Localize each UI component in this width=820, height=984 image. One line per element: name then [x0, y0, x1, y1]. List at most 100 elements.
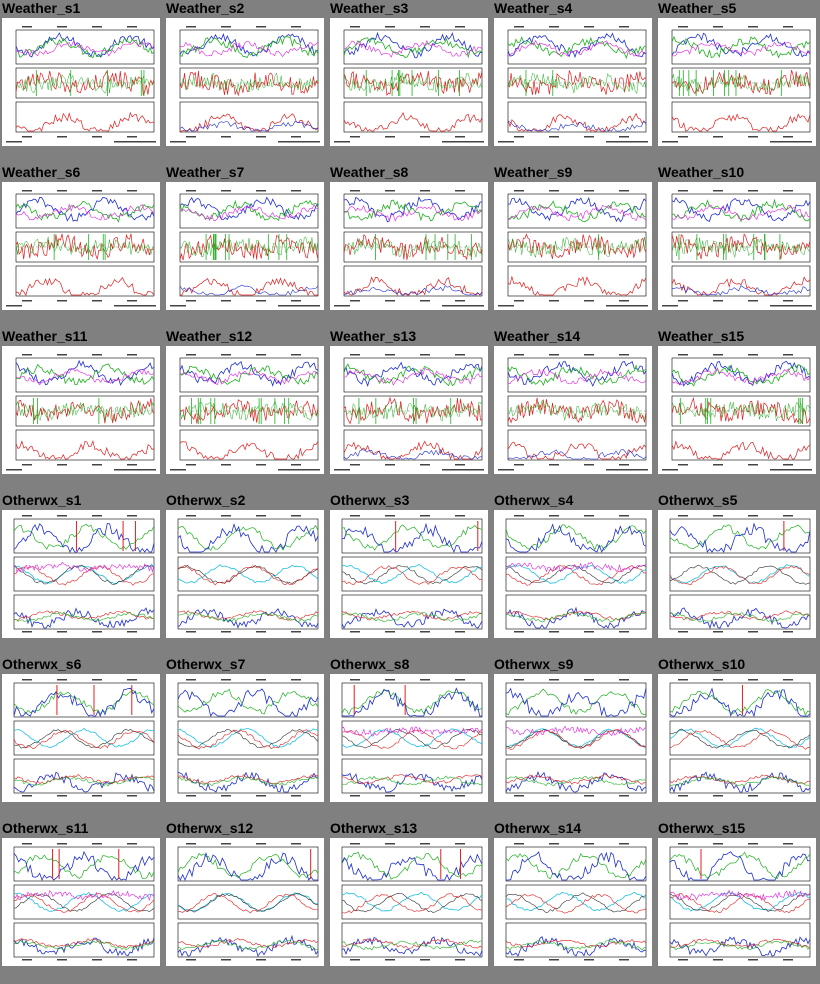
weather-plot-thumbnail[interactable] [658, 182, 816, 310]
weather-thumbnail-cell: Weather_s2 [164, 0, 324, 164]
weather-thumbnail-cell: Weather_s15 [656, 328, 816, 492]
weather-plot-thumbnail[interactable] [494, 346, 652, 474]
otherwx-thumbnail-cell: Otherwx_s9 [492, 656, 652, 820]
weather-plot-icon [170, 26, 320, 143]
otherwx-thumbnail-cell: Otherwx_s12 [164, 820, 324, 984]
thumbnail-title: Weather_s4 [494, 0, 573, 16]
weather-plot-icon [669, 515, 811, 633]
otherwx-plot-thumbnail[interactable] [166, 510, 324, 638]
thumbnail-title: Weather_s6 [2, 164, 81, 180]
weather-plot-thumbnail[interactable] [494, 18, 652, 146]
weather-plot-icon [170, 354, 320, 471]
otherwx-thumbnail-cell: Otherwx_s8 [328, 656, 488, 820]
weather-thumbnail-cell: Weather_s13 [328, 328, 488, 492]
weather-thumbnail-cell: Weather_s7 [164, 164, 324, 328]
weather-plot-icon [13, 843, 155, 961]
weather-plot-icon [498, 190, 648, 307]
weather-thumbnail-cell: Weather_s10 [656, 164, 816, 328]
otherwx-plot-thumbnail[interactable] [658, 510, 816, 638]
weather-plot-thumbnail[interactable] [2, 18, 160, 146]
thumbnail-title: Otherwx_s2 [166, 492, 246, 508]
otherwx-plot-thumbnail[interactable] [330, 838, 488, 966]
thumbnail-title: Otherwx_s5 [658, 492, 738, 508]
otherwx-thumbnail-cell: Otherwx_s3 [328, 492, 488, 656]
weather-plot-thumbnail[interactable] [2, 182, 160, 310]
weather-plot-icon [177, 679, 319, 797]
weather-plot-thumbnail[interactable] [330, 182, 488, 310]
otherwx-thumbnail-cell: Otherwx_s13 [328, 820, 488, 984]
otherwx-thumbnail-cell: Otherwx_s7 [164, 656, 324, 820]
otherwx-thumbnail-cell: Otherwx_s4 [492, 492, 652, 656]
otherwx-plot-thumbnail[interactable] [166, 838, 324, 966]
otherwx-thumbnail-cell: Otherwx_s2 [164, 492, 324, 656]
weather-plot-icon [13, 515, 155, 633]
weather-plot-icon [177, 843, 319, 961]
thumbnail-title: Weather_s12 [166, 328, 253, 344]
weather-plot-thumbnail[interactable] [166, 346, 324, 474]
thumbnail-title: Weather_s15 [658, 328, 745, 344]
thumbnail-title: Otherwx_s11 [2, 820, 89, 836]
thumbnail-title: Otherwx_s14 [494, 820, 582, 836]
weather-plot-icon [334, 190, 484, 307]
otherwx-plot-thumbnail[interactable] [658, 838, 816, 966]
weather-plot-icon [505, 679, 647, 797]
thumbnail-title: Weather_s10 [658, 164, 745, 180]
thumbnail-title: Weather_s11 [2, 328, 88, 344]
weather-plot-icon [341, 679, 483, 797]
otherwx-thumbnail-cell: Otherwx_s14 [492, 820, 652, 984]
weather-plot-icon [662, 354, 812, 471]
thumbnail-title: Otherwx_s4 [494, 492, 574, 508]
weather-plot-thumbnail[interactable] [494, 182, 652, 310]
otherwx-plot-thumbnail[interactable] [494, 674, 652, 802]
weather-plot-thumbnail[interactable] [330, 18, 488, 146]
thumbnail-title: Otherwx_s10 [658, 656, 746, 672]
weather-plot-icon [6, 354, 156, 471]
weather-thumbnail-cell: Weather_s1 [0, 0, 160, 164]
weather-plot-icon [334, 354, 484, 471]
weather-plot-thumbnail[interactable] [330, 346, 488, 474]
weather-plot-thumbnail[interactable] [2, 346, 160, 474]
otherwx-plot-thumbnail[interactable] [330, 510, 488, 638]
weather-plot-thumbnail[interactable] [166, 18, 324, 146]
weather-thumbnail-cell: Weather_s8 [328, 164, 488, 328]
weather-thumbnail-cell: Weather_s5 [656, 0, 816, 164]
thumbnail-title: Otherwx_s13 [330, 820, 418, 836]
otherwx-plot-thumbnail[interactable] [166, 674, 324, 802]
weather-thumbnail-cell: Weather_s6 [0, 164, 160, 328]
weather-plot-thumbnail[interactable] [166, 182, 324, 310]
thumbnail-title: Otherwx_s7 [166, 656, 246, 672]
weather-thumbnail-cell: Weather_s12 [164, 328, 324, 492]
otherwx-plot-thumbnail[interactable] [330, 674, 488, 802]
thumbnail-title: Otherwx_s15 [658, 820, 746, 836]
thumbnail-title: Weather_s8 [330, 164, 409, 180]
weather-plot-thumbnail[interactable] [658, 346, 816, 474]
weather-plot-thumbnail[interactable] [658, 18, 816, 146]
weather-thumbnail-cell: Weather_s4 [492, 0, 652, 164]
otherwx-thumbnail-cell: Otherwx_s6 [0, 656, 160, 820]
otherwx-plot-thumbnail[interactable] [658, 674, 816, 802]
weather-thumbnail-cell: Weather_s11 [0, 328, 160, 492]
weather-plot-icon [170, 190, 320, 307]
weather-plot-icon [6, 190, 156, 307]
otherwx-plot-thumbnail[interactable] [2, 838, 160, 966]
weather-plot-icon [505, 515, 647, 633]
weather-plot-icon [505, 843, 647, 961]
thumbnail-title: Weather_s14 [494, 328, 581, 344]
weather-plot-icon [498, 354, 648, 471]
weather-plot-icon [177, 515, 319, 633]
thumbnail-title: Weather_s1 [2, 0, 81, 16]
thumbnail-title: Weather_s3 [330, 0, 409, 16]
thumbnail-title: Otherwx_s6 [2, 656, 82, 672]
otherwx-plot-thumbnail[interactable] [2, 674, 160, 802]
thumbnail-title: Weather_s2 [166, 0, 245, 16]
weather-plot-icon [662, 26, 812, 143]
thumbnail-title: Weather_s13 [330, 328, 417, 344]
weather-plot-icon [669, 843, 811, 961]
weather-plot-icon [662, 190, 812, 307]
otherwx-plot-thumbnail[interactable] [2, 510, 160, 638]
weather-thumbnail-cell: Weather_s9 [492, 164, 652, 328]
otherwx-plot-thumbnail[interactable] [494, 510, 652, 638]
otherwx-thumbnail-cell: Otherwx_s10 [656, 656, 816, 820]
otherwx-plot-thumbnail[interactable] [494, 838, 652, 966]
